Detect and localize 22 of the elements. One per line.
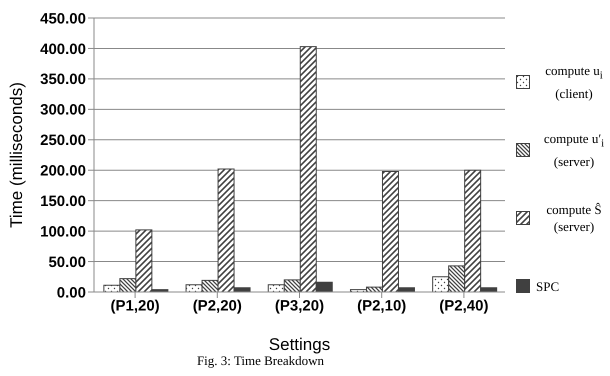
x-tick-label: (P2,40) [439,298,488,315]
legend-label: compute Ŝ (server) [545,201,603,235]
legend-label: SPC [536,278,560,294]
y-tick-label: 50.00 [48,254,86,271]
y-tick-label: 350.00 [40,71,86,88]
legend-label: compute u′$_{i}$ (server) [542,130,606,170]
y-tick-label: 400.00 [40,40,86,58]
y-tick-label: 250.00 [40,132,86,150]
x-tick-label: (P1,20) [110,298,160,315]
y-tick-label: 100.00 [40,223,86,240]
x-axis-title: Settings [268,335,330,354]
x-tick-label: (P3,20) [274,298,324,315]
y-axis-title: Time (milliseconds) [7,82,26,228]
y-tick-label: 450.00 [40,10,86,28]
text: Fig. 3: Time Breakdown [196,353,324,369]
y-tick-label: 300.00 [40,102,86,119]
x-tick-label: (P2,20) [192,298,242,315]
x-tick-label: (P2,10) [357,298,406,315]
y-tick-label: 150.00 [40,192,86,210]
legend-label: compute u$_{i}$ (client) [544,62,604,102]
y-tick-label: 200.00 [40,162,86,180]
y-tick-label: 0.00 [56,284,86,302]
